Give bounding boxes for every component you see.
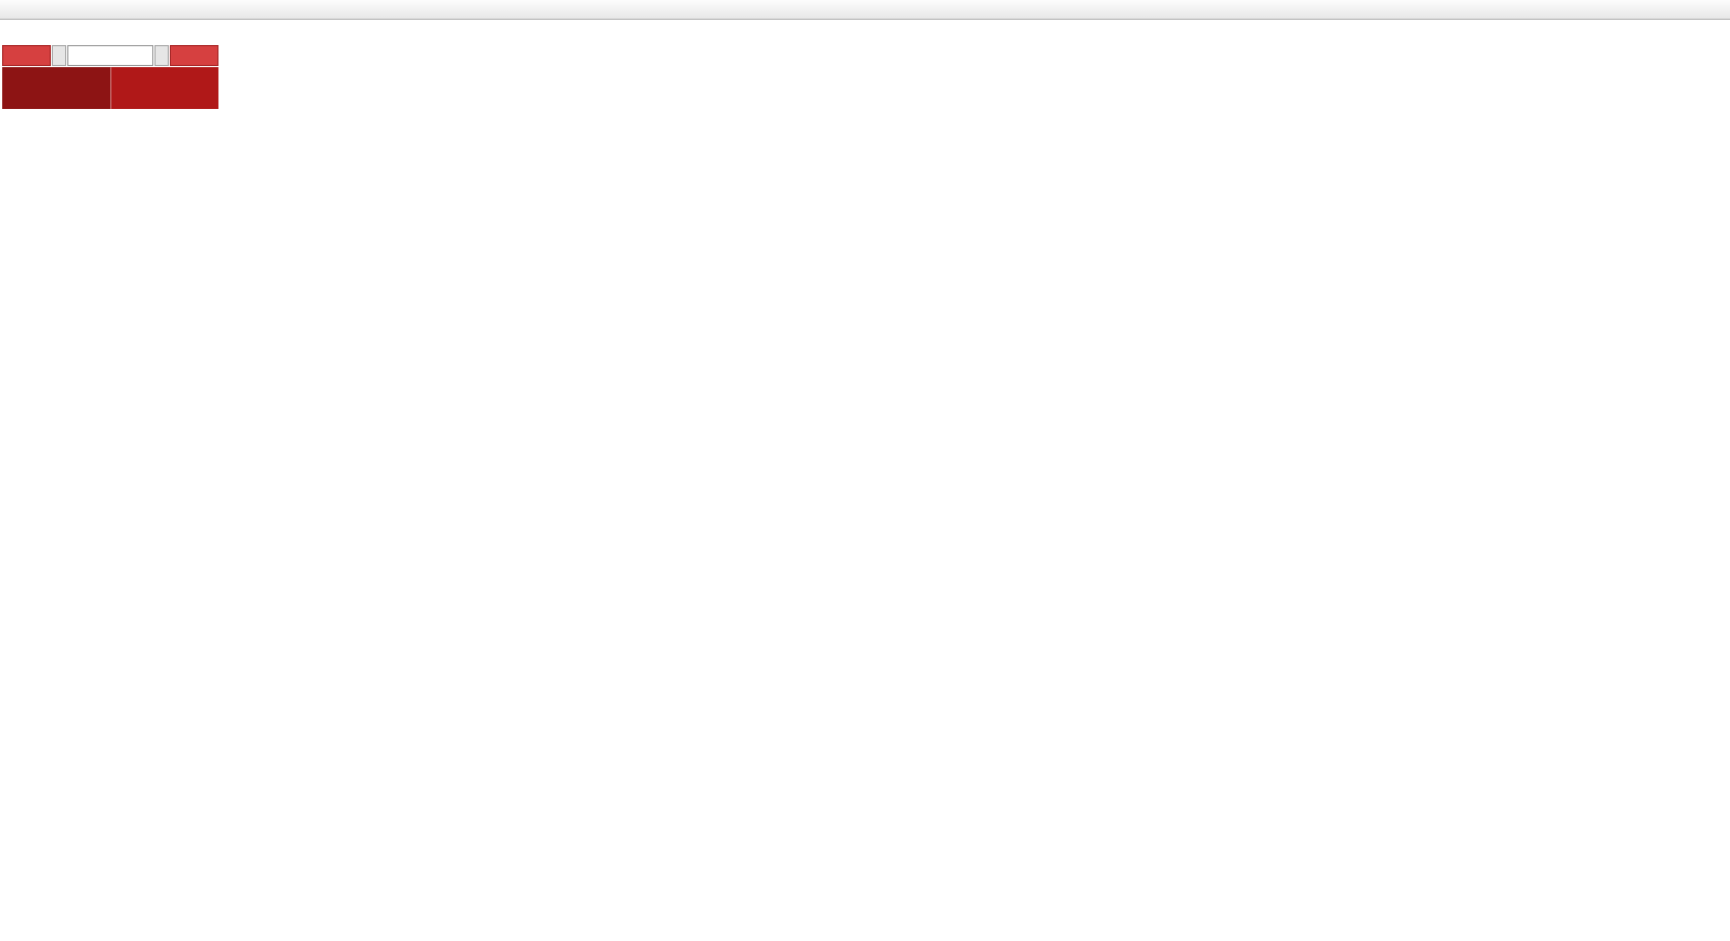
buy-button[interactable] — [169, 45, 219, 67]
price-chart-canvas[interactable] — [0, 19, 1730, 941]
toolbar — [0, 0, 1730, 20]
volume-decrease-button[interactable] — [51, 45, 67, 67]
volume-input[interactable] — [67, 45, 154, 67]
trade-prices-row — [2, 67, 219, 109]
one-click-trading-panel — [2, 45, 219, 109]
volume-increase-button[interactable] — [154, 45, 169, 67]
bid-price[interactable] — [2, 67, 111, 109]
sell-button[interactable] — [2, 45, 51, 67]
ask-price[interactable] — [110, 67, 219, 109]
chart-window — [0, 19, 1730, 941]
trade-controls-row — [2, 45, 219, 67]
